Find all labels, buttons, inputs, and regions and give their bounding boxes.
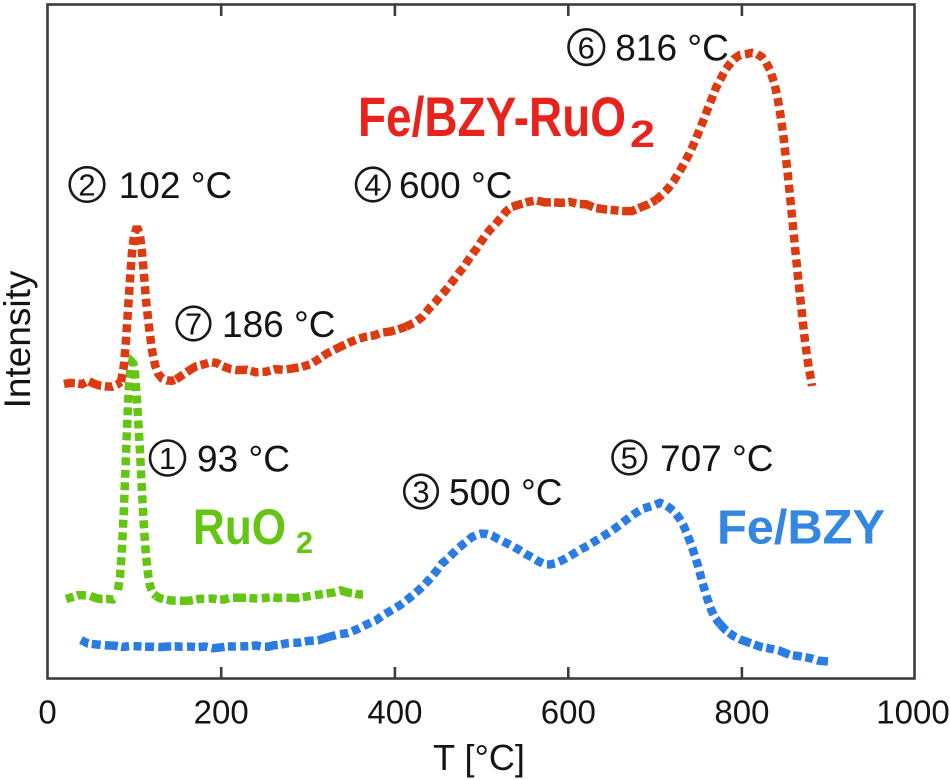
svg-text:816 °C: 816 °C [615,28,729,69]
svg-text:1: 1 [159,441,176,476]
svg-text:3: 3 [412,475,429,510]
svg-text:800: 800 [714,694,769,731]
svg-text:Intensity: Intensity [0,270,38,408]
svg-text:102 °C: 102 °C [119,165,233,206]
svg-text:707 °C: 707 °C [660,438,774,479]
svg-text:RuO: RuO [193,499,286,555]
svg-text:4: 4 [364,168,381,203]
svg-text:5: 5 [621,441,638,476]
svg-text:93 °C: 93 °C [197,439,290,480]
svg-text:600: 600 [541,694,596,731]
svg-text:T [°C]: T [°C] [433,737,525,778]
svg-text:7: 7 [185,307,202,342]
svg-text:200: 200 [194,694,249,731]
svg-text:Fe/BZY: Fe/BZY [717,501,885,555]
svg-text:Fe/BZY-RuO: Fe/BZY-RuO [358,85,626,148]
svg-text:1000: 1000 [876,694,949,731]
svg-text:186 °C: 186 °C [222,304,336,345]
svg-text:2: 2 [630,114,655,156]
svg-text:500 °C: 500 °C [449,472,563,513]
svg-text:6: 6 [578,30,595,65]
svg-text:400: 400 [367,694,422,731]
svg-text:2: 2 [296,525,313,560]
svg-text:0: 0 [38,694,56,731]
svg-text:2: 2 [78,168,95,203]
svg-text:600 °C: 600 °C [399,165,513,206]
